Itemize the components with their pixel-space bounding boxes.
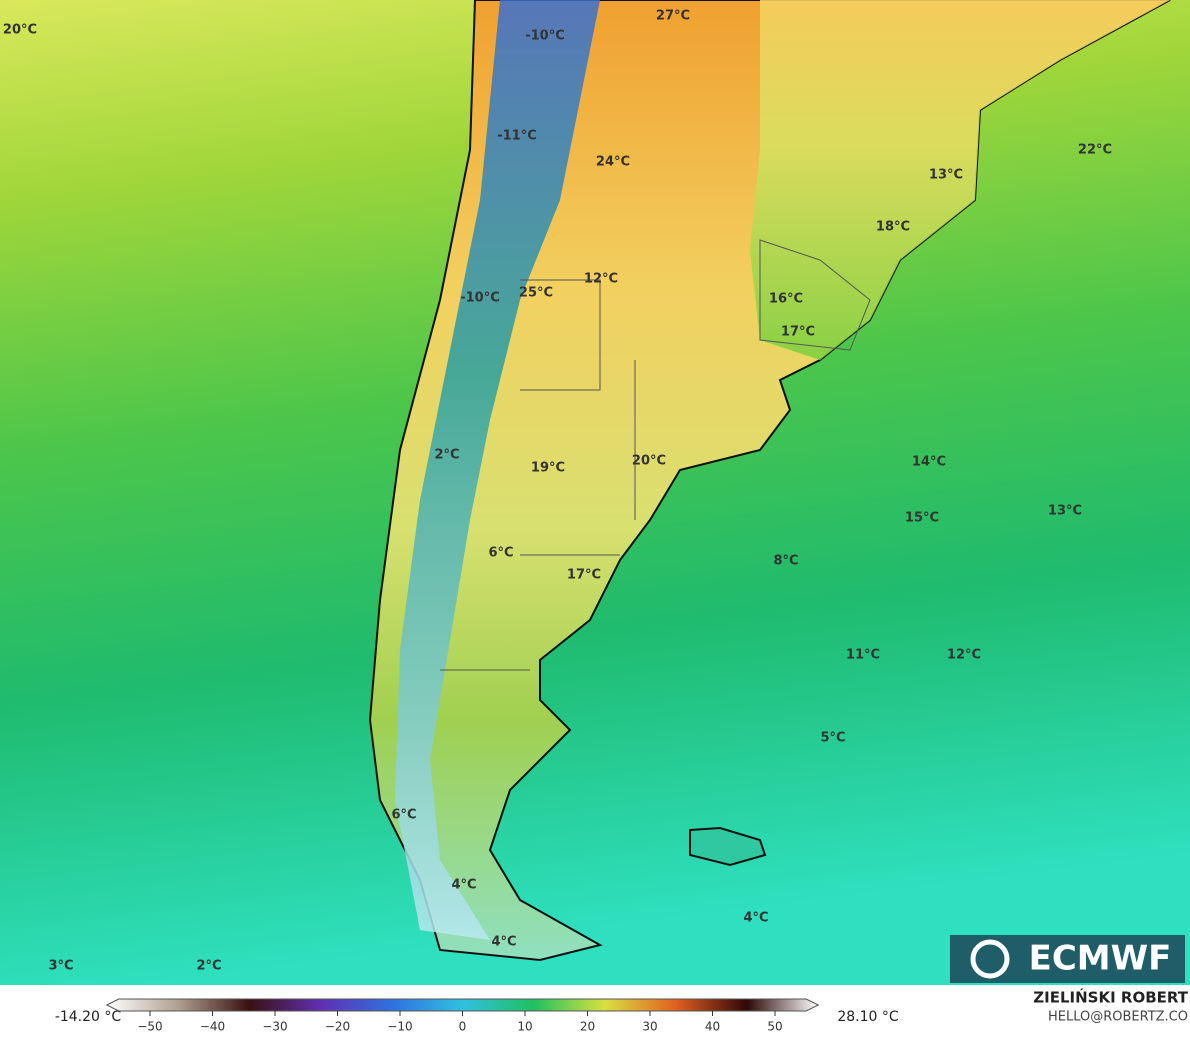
temperature-label: 2°C	[434, 448, 459, 463]
temperature-label: 6°C	[391, 808, 416, 823]
logo-icon	[970, 939, 1010, 979]
temperature-label: 5°C	[820, 731, 845, 746]
colorbar-tick-label: −50	[137, 1020, 162, 1034]
logo: ECMWF	[950, 935, 1185, 983]
temperature-label: 6°C	[488, 546, 513, 561]
borders	[440, 239, 871, 671]
temperature-label: 24°C	[596, 155, 630, 170]
temperature-label: 15°C	[905, 511, 939, 526]
temperature-label: 25°C	[519, 286, 553, 301]
colorbar-tick-label: 40	[705, 1020, 720, 1034]
temperature-label: 16°C	[769, 292, 803, 307]
brazil-uruguay	[750, 0, 1170, 360]
colorbar-tick-label: −30	[262, 1020, 287, 1034]
temperature-label: 18°C	[876, 220, 910, 235]
temperature-label: 17°C	[567, 568, 601, 583]
temperature-label: 22°C	[1078, 143, 1112, 158]
andes	[395, 0, 600, 940]
colorbar-tick-label: 10	[517, 1020, 532, 1034]
temperature-label: 3°C	[48, 959, 73, 974]
temperature-label: 19°C	[531, 461, 565, 476]
temperature-label: 4°C	[743, 911, 768, 926]
temperature-label: 4°C	[491, 935, 516, 950]
temperature-label: 27°C	[656, 9, 690, 24]
colorbar-tick-label: −10	[387, 1020, 412, 1034]
temperature-labels: 20°C -10°C 27°C -11°C 24°C 22°C 13°C 18°C 12°C 25…	[3, 9, 1112, 974]
temperature-label: -10°C	[525, 29, 565, 44]
temperature-label: 13°C	[1048, 504, 1082, 519]
colorbar-max: 28.10 °C	[837, 1009, 899, 1025]
colorbar-tick-label: 30	[642, 1020, 657, 1034]
temperature-label: 13°C	[929, 168, 963, 183]
temperature-label: 11°C	[846, 648, 880, 663]
colorbar-min: -14.20 °C	[55, 1009, 122, 1025]
temperature-label: 8°C	[773, 554, 798, 569]
colorbar-tick-label: −40	[200, 1020, 225, 1034]
map	[0, 0, 1190, 985]
credit-email: HELLO@ROBERTZ.CO	[1048, 1010, 1188, 1025]
falklands	[689, 826, 767, 867]
temperature-label: 12°C	[584, 272, 618, 287]
temperature-label: 17°C	[781, 325, 815, 340]
temperature-label: 14°C	[912, 455, 946, 470]
colorbar-bar	[105, 998, 820, 1012]
temperature-label: 12°C	[947, 648, 981, 663]
temperature-label: 2°C	[196, 959, 221, 974]
credit-name: ZIELIŃSKI ROBERT	[1033, 988, 1188, 1007]
temperature-label: -10°C	[460, 291, 500, 306]
temperature-label: 20°C	[3, 23, 37, 38]
colorbar-tick-label: 50	[767, 1020, 782, 1034]
colorbar: -14.20 °C 28.10 °C −50 −40 −30 −20 −10 0 10 20 3…	[55, 998, 899, 1034]
temperature-label: 20°C	[632, 454, 666, 469]
temperature-label: 4°C	[451, 878, 476, 893]
colorbar-tick-label: 0	[459, 1020, 467, 1034]
colorbar-tick-label: −20	[325, 1020, 350, 1034]
colorbar-tick-label: 20	[580, 1020, 595, 1034]
temperature-label: -11°C	[497, 129, 537, 144]
logo-text: ECMWF	[1029, 939, 1172, 979]
